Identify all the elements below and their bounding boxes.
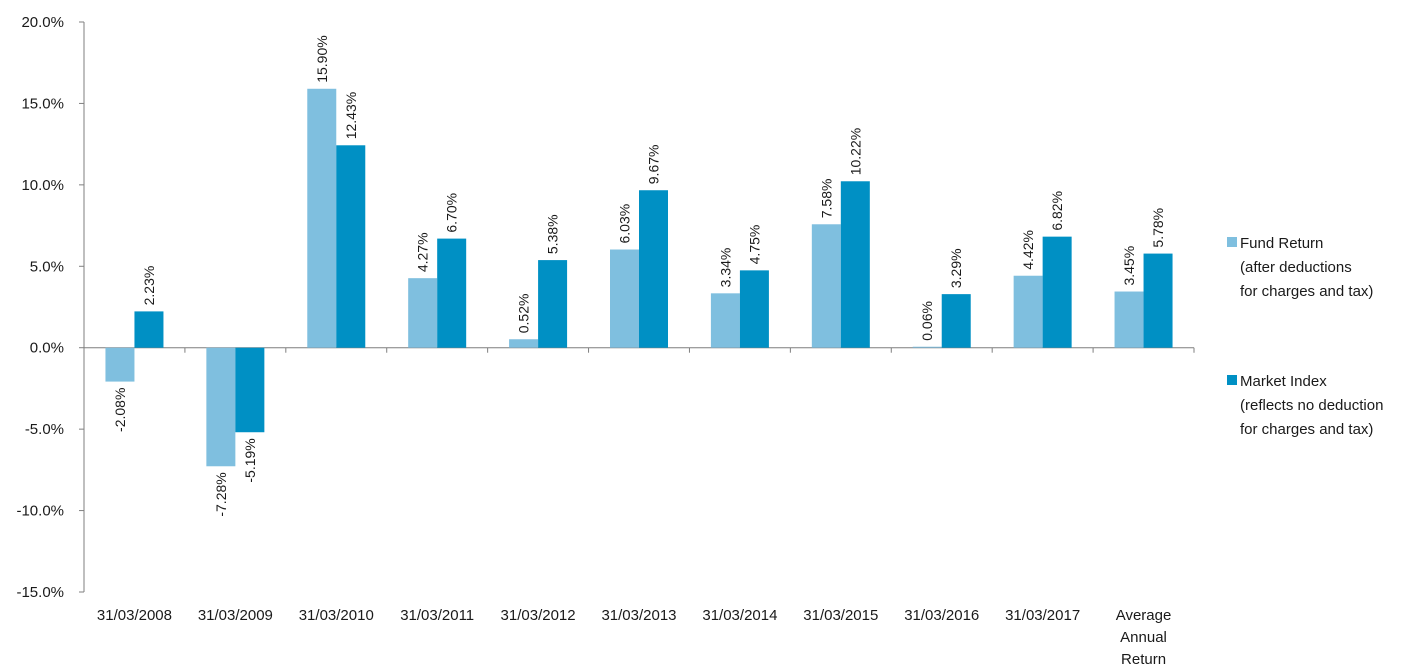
y-tick-label: 20.0% <box>21 14 64 31</box>
bar-series-1 <box>509 339 539 348</box>
x-category-label: 31/03/2011 <box>400 607 474 624</box>
y-tick-label: 10.0% <box>21 177 64 194</box>
x-category-label: 31/03/2009 <box>198 607 273 624</box>
data-label-series-2: -5.19% <box>242 438 258 482</box>
legend-label-2: Market Index (reflects no deduction for ch… <box>1240 373 1383 438</box>
x-category-label-line: 31/03/2017 <box>1005 607 1080 624</box>
data-label-series-1: 4.42% <box>1020 230 1036 270</box>
x-category-label-line: Annual <box>1120 629 1167 646</box>
x-category-label-line: 31/03/2014 <box>702 607 777 624</box>
data-label-series-1: -2.08% <box>112 388 128 432</box>
legend-label-1: Fund Return (after deductions for charges … <box>1240 235 1373 300</box>
data-label-series-1: 0.06% <box>919 301 935 341</box>
bar-series-2 <box>134 311 164 348</box>
x-category-label-line: Return <box>1121 651 1166 668</box>
legend-label-line: for charges and tax) <box>1240 283 1373 300</box>
legend-swatch-1 <box>1227 237 1237 247</box>
bar-series-2 <box>840 181 870 348</box>
data-label-series-1: -7.28% <box>213 472 229 516</box>
bar-series-2 <box>1042 236 1072 348</box>
x-category-label-line: 31/03/2008 <box>97 607 172 624</box>
bar-series-1 <box>206 347 236 467</box>
legend-swatch-2 <box>1227 375 1237 385</box>
data-label-series-2: 6.70% <box>444 193 460 233</box>
data-label-series-1: 0.52% <box>516 294 532 334</box>
x-category-label: 31/03/2010 <box>299 607 374 624</box>
bar-series-2 <box>235 347 265 433</box>
data-label-series-2: 6.82% <box>1049 191 1065 231</box>
x-category-label: Average Annual Return <box>1116 607 1172 668</box>
y-tick-label: -5.0% <box>25 421 64 438</box>
legend-label-line: Market Index <box>1240 373 1327 390</box>
data-label-series-1: 7.58% <box>818 179 834 219</box>
bar-series-2 <box>538 260 568 348</box>
x-category-label-line: 31/03/2013 <box>601 607 676 624</box>
bar-series-2 <box>1143 253 1173 348</box>
y-tick-label: -10.0% <box>16 503 64 520</box>
x-category-label-line: 31/03/2009 <box>198 607 273 624</box>
data-label-series-2: 5.38% <box>545 214 561 254</box>
bar-series-1 <box>307 88 337 348</box>
data-label-series-1: 6.03% <box>617 204 633 244</box>
bar-series-2 <box>639 190 668 348</box>
data-label-series-2: 4.75% <box>746 225 762 265</box>
data-label-series-1: 3.45% <box>1121 246 1137 286</box>
bar-series-2 <box>437 238 467 348</box>
bar-series-1 <box>1114 291 1144 348</box>
data-label-series-2: 9.67% <box>646 145 662 185</box>
legend-label-line: for charges and tax) <box>1240 421 1373 438</box>
bar-series-1 <box>1013 275 1043 348</box>
data-label-series-2: 5.78% <box>1150 208 1166 248</box>
y-tick-label: -15.0% <box>16 584 64 601</box>
x-category-label-line: 31/03/2010 <box>299 607 374 624</box>
x-category-label-line: 31/03/2012 <box>501 607 576 624</box>
x-category-label: 31/03/2014 <box>702 607 777 624</box>
x-category-label-line: 31/03/2016 <box>904 607 979 624</box>
legend-label-line: (reflects no deduction <box>1240 397 1383 414</box>
data-label-series-2: 12.43% <box>343 92 359 139</box>
data-label-series-1: 4.27% <box>415 232 431 272</box>
x-category-label: 31/03/2017 <box>1005 607 1080 624</box>
data-label-series-2: 10.22% <box>847 128 863 175</box>
data-label-series-2: 2.23% <box>141 266 157 306</box>
bar-series-1 <box>610 249 639 348</box>
x-category-label: 31/03/2016 <box>904 607 979 624</box>
x-category-label: 31/03/2015 <box>803 607 878 624</box>
bar-series-1 <box>811 224 841 348</box>
y-tick-label: 15.0% <box>21 95 64 112</box>
data-label-series-2: 3.29% <box>948 248 964 288</box>
bar-series-1 <box>912 346 942 348</box>
legend-label-line: Fund Return <box>1240 235 1323 252</box>
y-tick-label: 5.0% <box>30 258 64 275</box>
bar-series-2 <box>739 270 769 348</box>
bar-series-2 <box>336 145 366 348</box>
data-label-series-1: 3.34% <box>717 248 733 288</box>
bar-series-2 <box>941 294 971 348</box>
x-category-label-line: 31/03/2015 <box>803 607 878 624</box>
x-category-label-line: 31/03/2011 <box>400 607 474 624</box>
bar-series-1 <box>408 278 438 348</box>
y-tick-label: 0.0% <box>30 340 64 357</box>
x-category-label: 31/03/2012 <box>501 607 576 624</box>
x-category-label-line: Average <box>1116 607 1172 624</box>
x-category-label: 31/03/2013 <box>601 607 676 624</box>
data-label-series-1: 15.90% <box>314 35 330 82</box>
legend-label-line: (after deductions <box>1240 259 1352 276</box>
bar-series-1 <box>105 347 135 382</box>
x-category-label: 31/03/2008 <box>97 607 172 624</box>
bar-series-1 <box>710 293 740 348</box>
